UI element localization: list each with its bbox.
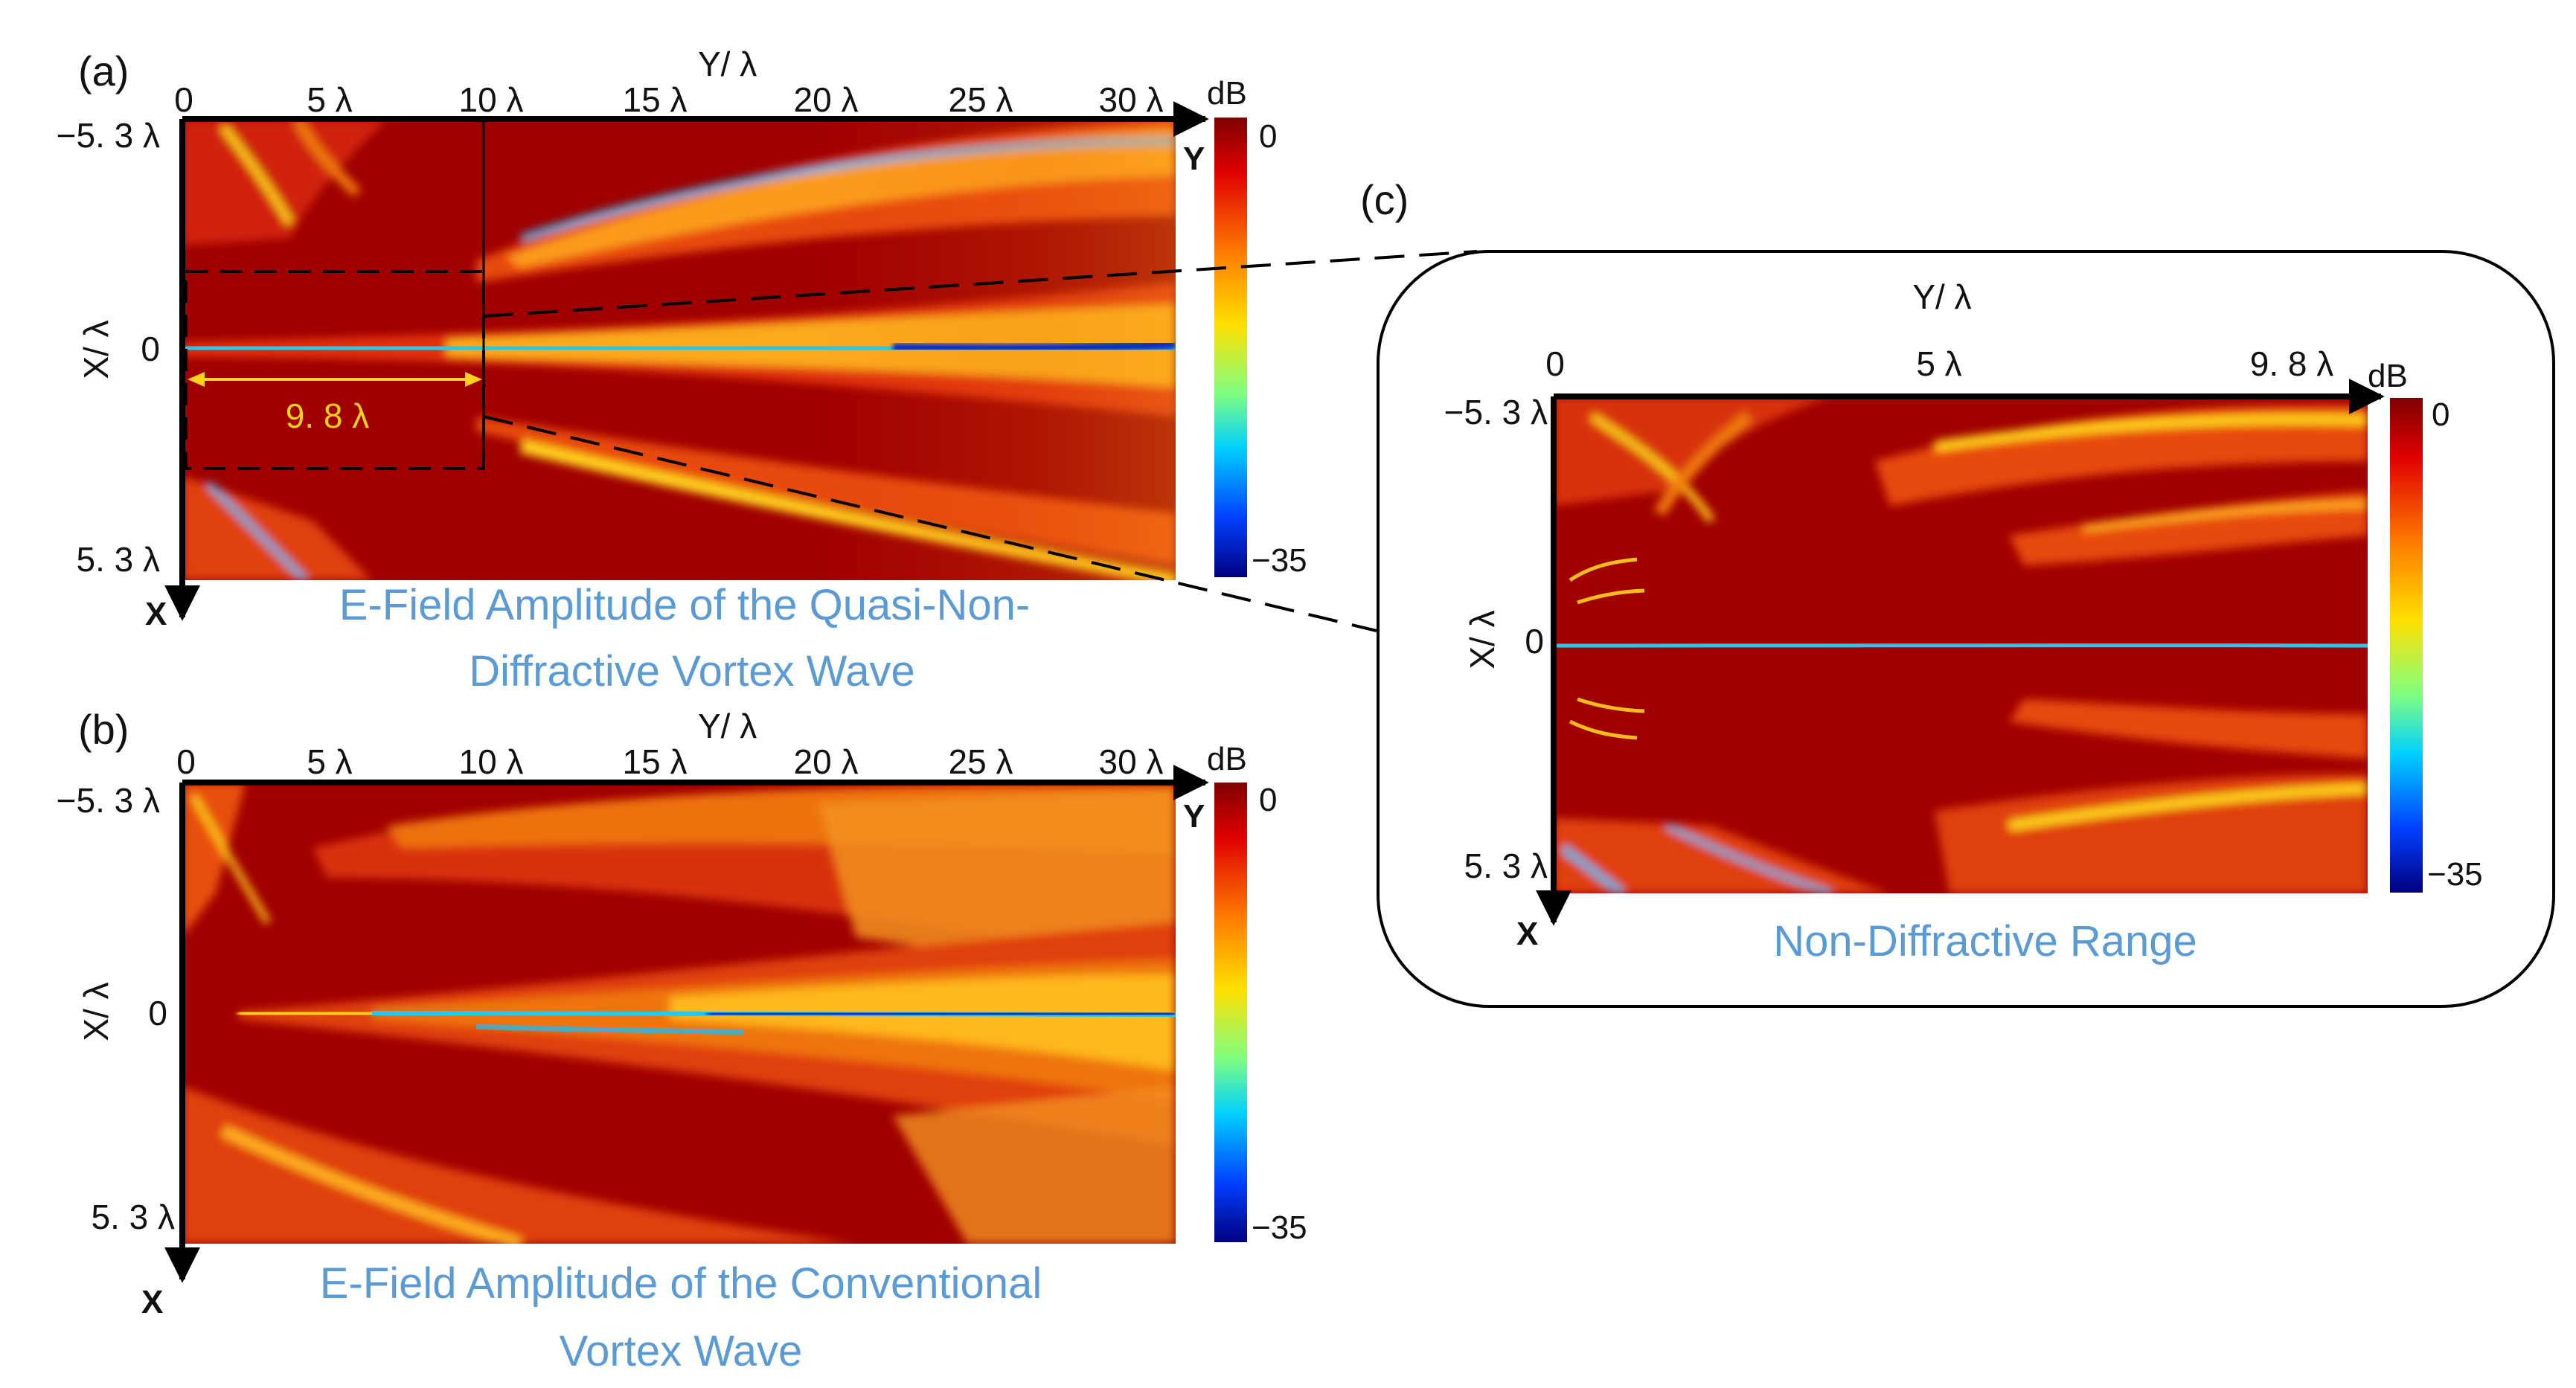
panel-a-colorbar-max: 0 <box>1259 118 1277 155</box>
panel-a-x-axis-title: Y/ λ <box>698 45 757 83</box>
panel-c-y-tick: −5. 3 λ <box>1444 393 1548 431</box>
panel-a-caption-line1: E-Field Amplitude of the Quasi-Non- <box>339 581 1030 629</box>
panel-c-y-axis-title: X/ λ <box>1463 610 1502 669</box>
panel-b-colorbar: dB 0 −35 <box>1207 741 1307 1246</box>
panel-a-x-tick: 25 λ <box>949 80 1013 119</box>
panel-c: (c) Y/ λ 0 5 λ 9. 8 λ −5. 3 λ 0 5. 3 λ X… <box>1360 176 2555 1008</box>
panel-b-y-tick: −5. 3 λ <box>57 781 160 820</box>
panel-b-x-arrow-label: Y <box>1183 798 1205 835</box>
panel-b-x-tick: 15 λ <box>623 742 688 781</box>
panel-c-y-tick: 5. 3 λ <box>1464 846 1548 885</box>
panel-c-label: (c) <box>1360 176 1409 223</box>
panel-a-y-arrow-label: X <box>145 596 167 632</box>
panel-a-x-tick: 30 λ <box>1099 80 1164 119</box>
panel-b-y-axis-title: X/ λ <box>77 982 115 1041</box>
panel-a-field-map <box>182 119 1176 580</box>
panel-b-y-arrow-label: X <box>141 1284 163 1320</box>
panel-c-y-arrow-label: X <box>1516 916 1538 952</box>
panel-c-colorbar-unit: dB <box>2368 358 2408 394</box>
panel-a: (a) Y/ λ 0 5 λ 10 λ 15 λ 20 λ 25 λ 30 λ … <box>57 45 1307 695</box>
panel-c-x-tick: 0 <box>1545 344 1565 383</box>
panel-a-x-tick: 5 λ <box>307 80 352 119</box>
panel-c-y-tick: 0 <box>1525 622 1544 661</box>
panel-a-y-ticks: −5. 3 λ 0 5. 3 λ <box>57 116 160 579</box>
panel-c-colorbar: dB 0 −35 <box>2368 358 2483 893</box>
panel-a-x-ticks: 0 5 λ 10 λ 15 λ 20 λ 25 λ 30 λ <box>174 80 1163 119</box>
panel-c-caption: Non-Diffractive Range <box>1773 917 2197 966</box>
zoom-connector-top <box>483 250 1478 318</box>
panel-b-y-tick: 0 <box>148 994 167 1032</box>
panel-b-colorbar-min: −35 <box>1252 1209 1307 1246</box>
panel-a-x-tick: 20 λ <box>794 80 859 119</box>
panel-a-y-tick: 0 <box>141 330 160 368</box>
zoom-connector-bottom <box>483 415 1377 632</box>
panel-b-y-ticks: −5. 3 λ 0 5. 3 λ <box>57 781 175 1236</box>
panel-a-colorbar-min: −35 <box>1252 542 1307 579</box>
panel-b-x-ticks: 0 5 λ 10 λ 15 λ 20 λ 25 λ 30 λ <box>176 742 1163 781</box>
panel-b-colorbar-unit: dB <box>1207 741 1247 777</box>
panel-b-caption-line2: Vortex Wave <box>560 1327 803 1375</box>
panel-b-x-tick: 20 λ <box>794 742 859 781</box>
panel-b: (b) Y/ λ 0 5 λ 10 λ 15 λ 20 λ 25 λ 30 λ … <box>57 706 1307 1375</box>
panel-b-x-axis-title: Y/ λ <box>698 707 757 745</box>
panel-b-y-tick: 5. 3 λ <box>91 1198 175 1236</box>
panel-a-x-tick: 0 <box>174 80 193 119</box>
panel-b-caption-line1: E-Field Amplitude of the Conventional <box>320 1259 1042 1308</box>
panel-b-field-map <box>182 783 1176 1244</box>
panel-a-range-label: 9. 8 λ <box>286 396 370 435</box>
panel-a-x-arrow-label: Y <box>1183 141 1205 177</box>
panel-a-y-axis-title: X/ λ <box>77 320 115 379</box>
panel-a-x-tick: 15 λ <box>623 80 688 119</box>
panel-b-x-tick: 5 λ <box>307 742 352 781</box>
panel-a-caption-line2: Diffractive Vortex Wave <box>469 647 915 695</box>
panel-c-x-tick: 9. 8 λ <box>2250 344 2334 383</box>
panel-a-range-arrow <box>188 372 482 387</box>
panel-b-colorbar-max: 0 <box>1259 782 1277 818</box>
panel-b-x-tick: 10 λ <box>459 742 524 781</box>
panel-c-colorbar-min: −35 <box>2427 856 2483 893</box>
panel-c-x-axis-title: Y/ λ <box>1912 277 1971 316</box>
panel-c-colorbar-max: 0 <box>2432 396 2450 433</box>
panel-a-colorbar: dB 0 −35 <box>1207 75 1307 579</box>
panel-a-label: (a) <box>78 48 129 94</box>
panel-c-field-map <box>1554 396 2368 893</box>
panel-a-y-tick: −5. 3 λ <box>57 116 160 155</box>
panel-b-label: (b) <box>78 706 129 753</box>
panel-b-x-tick: 0 <box>176 742 196 781</box>
panel-b-x-tick: 25 λ <box>949 742 1013 781</box>
panel-c-y-ticks: −5. 3 λ 0 5. 3 λ <box>1444 393 1548 885</box>
panel-c-x-ticks: 0 5 λ 9. 8 λ <box>1545 344 2333 383</box>
panel-a-colorbar-unit: dB <box>1207 75 1247 112</box>
panel-a-x-tick: 10 λ <box>459 80 524 119</box>
panel-a-y-tick: 5. 3 λ <box>76 540 160 579</box>
panel-c-x-tick: 5 λ <box>1916 344 1961 383</box>
panel-b-x-tick: 30 λ <box>1099 742 1164 781</box>
